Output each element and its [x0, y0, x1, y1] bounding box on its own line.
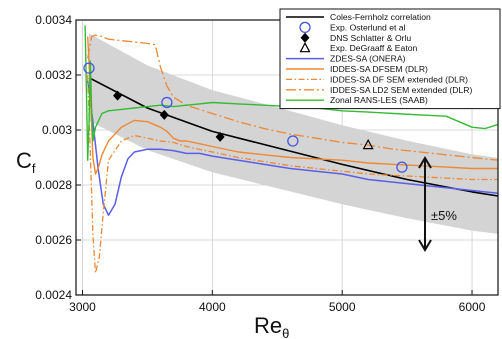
legend-label-iddes-sa-dfsem-dlr: IDDES-SA DFSEM (DLR) [330, 64, 428, 74]
y-tick-label: 0.0032 [35, 68, 72, 82]
axis-ticks: 0.0024 0.0026 0.0028 0.003 0.0032 0.0034 3000 4… [35, 13, 485, 314]
legend-label-iddes-sa-ld2-sem-extended-dlr: IDDES-SA LD2 SEM extended (DLR) [330, 85, 472, 95]
uncertainty-band [89, 33, 498, 234]
legend-label-exp-osterlund-et-al: Exp. Osterlund et al [330, 22, 406, 32]
legend-label-zdes-sa-onera: ZDES-SA (ONERA) [330, 54, 406, 64]
legend-swatch-exp-degraaff-eaton [299, 41, 311, 53]
legend-swatch-dns-schlatter-orlu [300, 32, 310, 43]
y-tick-label: 0.0026 [35, 233, 72, 247]
series-markers [83, 62, 408, 173]
x-axis-title: Reθ [254, 313, 289, 339]
y-tick-label: 0.0028 [35, 178, 72, 192]
x-tick-label: 6000 [459, 300, 486, 314]
iddes-sa-df-sem-extended-dlr-line [87, 74, 498, 274]
y-tick-label: 0.003 [42, 123, 72, 137]
exp-osterlund-et-al-point [396, 161, 408, 173]
exp-degraaff-eaton-point [362, 138, 374, 150]
band-arrow-up [418, 156, 432, 169]
dns-schlatter-orlu-point [215, 131, 225, 142]
legend-label-iddes-sa-df-sem-extended-dlr: IDDES-SA DF SEM extended (DLR) [330, 74, 468, 84]
y-tick-label: 0.0034 [35, 13, 72, 27]
series-lines [84, 25, 498, 274]
zonal-rans-les-saab-line [84, 25, 498, 161]
exp-osterlund-et-al-point [161, 96, 173, 109]
y-axis-title: Cf [16, 148, 36, 176]
legend-swatch-exp-osterlund-et-al [299, 21, 311, 34]
x-tick-label: 3000 [69, 300, 96, 314]
y-axis-title-sub: f [32, 161, 36, 176]
dns-schlatter-orlu-point [159, 109, 169, 120]
band-annotation-label: ±5% [431, 208, 457, 223]
iddes-sa-dfsem-dlr-line [87, 36, 498, 175]
y-axis-title-main: C [16, 148, 32, 173]
dns-schlatter-orlu-point [113, 90, 123, 101]
x-tick-label: 5000 [329, 300, 356, 314]
legend-label-coles-fernholz-correlation: Coles-Fernholz correlation [330, 12, 431, 22]
exp-osterlund-et-al-point [287, 135, 299, 147]
uncertainty-band-area [89, 33, 498, 234]
y-tick-label: 0.0024 [35, 288, 72, 302]
x-axis-title-sub: θ [282, 326, 289, 339]
x-axis-title-main: Re [254, 313, 282, 338]
legend-label-dns-schlatter-orlu: DNS Schlatter & Orlu [330, 33, 411, 43]
x-tick-label: 4000 [199, 300, 226, 314]
band-arrow-down [418, 239, 432, 252]
band-annotation: ±5% [418, 156, 457, 252]
legend-label-exp-degraaff-eaton: Exp. DeGraaff & Eaton [330, 43, 417, 53]
legend-label-zonal-rans-les-saab: Zonal RANS-LES (SAAB) [330, 95, 428, 105]
zdes-sa-onera-line [86, 80, 498, 216]
exp-osterlund-et-al-point [83, 62, 95, 74]
